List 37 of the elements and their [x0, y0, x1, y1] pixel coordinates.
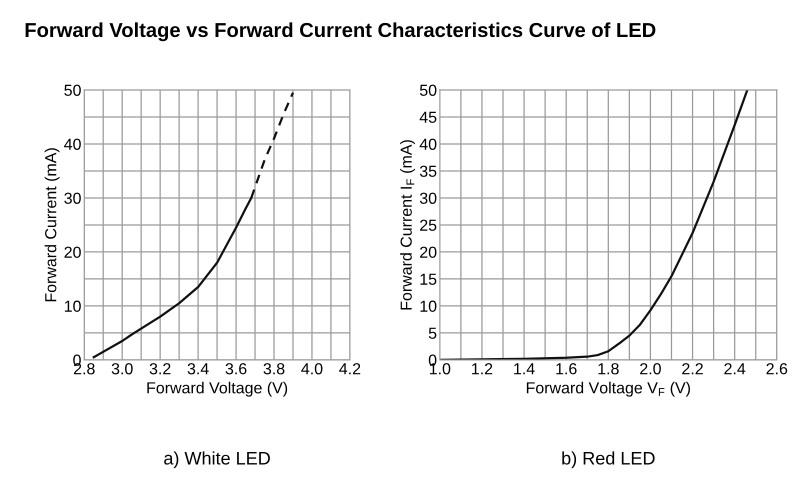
y-tick-label: 5: [428, 328, 436, 339]
x-tick-label: 2.0: [640, 363, 661, 374]
y-tick-label: 45: [420, 112, 436, 123]
y-tick-label: 20: [420, 246, 436, 258]
x-axis-title: Forward Voltage (V): [147, 382, 288, 397]
y-tick-label: 25: [420, 220, 436, 231]
x-tick-label: 3.2: [150, 363, 170, 374]
x-tick-label: 3.8: [264, 363, 284, 374]
x-tick-label: 3.6: [226, 363, 246, 374]
y-tick-label: 20: [64, 246, 81, 258]
y-tick-label: 10: [64, 300, 81, 312]
x-tick-label: 4.2: [339, 363, 360, 374]
x-tick-label: 2.6: [766, 363, 788, 374]
chart-title: Forward Voltage vs Forward Current Characteristics Curve of LED: [26, 22, 656, 42]
x-tick-label: 3.4: [188, 363, 209, 374]
x-tick-label: 1.4: [514, 363, 535, 374]
y-tick-label: 40: [420, 138, 436, 150]
text: a) White LED: [164, 451, 270, 468]
y-axis-title: Forward Current I$_{F}$ (mA): [400, 140, 415, 310]
y-tick-label: 40: [64, 138, 81, 150]
y-tick-label: 30: [64, 192, 81, 204]
x-axis-title: Forward Voltage V$_{F}$ (V): [526, 382, 690, 397]
y-tick-label: 15: [420, 274, 436, 285]
y-tick-label: 50: [64, 84, 81, 96]
y-tick-label: 50: [420, 84, 436, 96]
y-tick-label: 35: [420, 166, 436, 177]
x-tick-label: 1.2: [472, 363, 492, 374]
text: b) Red LED: [562, 451, 655, 468]
y-axis-title: Forward Current (mA): [44, 148, 60, 302]
y-tick-label: 30: [420, 192, 436, 204]
x-tick-label: 4.0: [301, 363, 322, 374]
x-tick-label: 1.8: [598, 363, 619, 374]
x-tick-label: 1.6: [556, 363, 577, 374]
x-tick-label: 2.2: [682, 363, 703, 374]
x-tick-label: 2.4: [724, 363, 746, 374]
x-tick-label: 3.0: [112, 363, 133, 374]
y-tick-label: 10: [420, 300, 436, 312]
